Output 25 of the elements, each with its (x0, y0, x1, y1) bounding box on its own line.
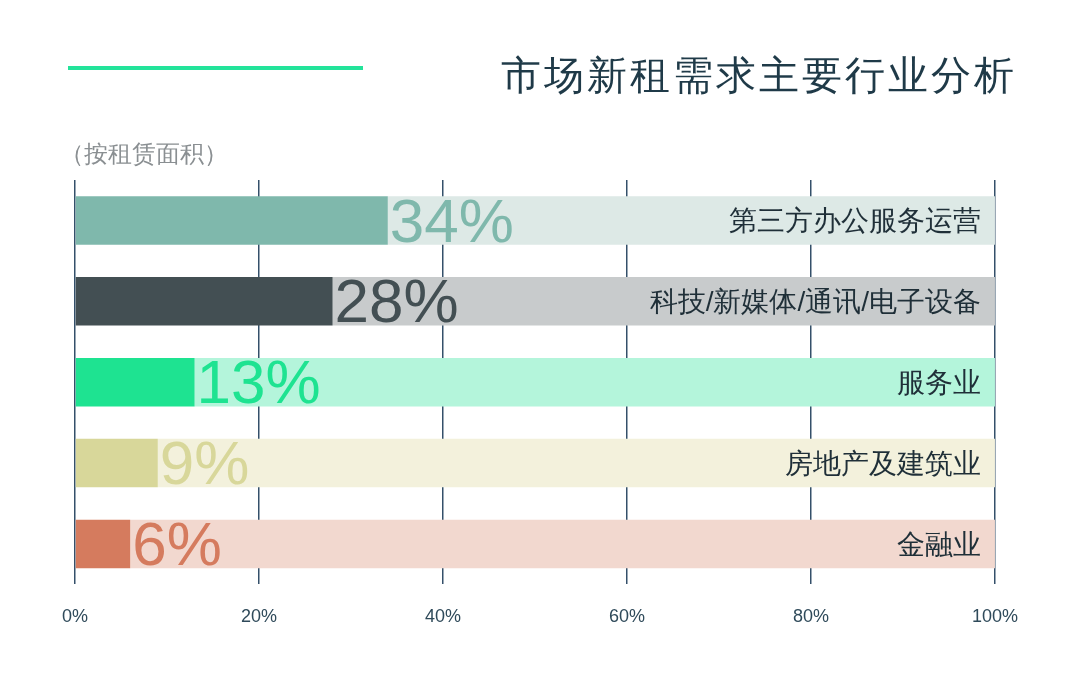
data-label: 13% (196, 347, 321, 417)
y-tick-label: 金融业 (896, 528, 981, 560)
data-label: 28% (334, 266, 459, 336)
x-tick-label: 0% (62, 606, 89, 627)
x-tick-label: 80% (792, 606, 829, 627)
y-tick-label: 科技/新媒体/通讯/电子设备 (649, 286, 981, 318)
y-tick-label: 第三方办公服务运营 (728, 205, 981, 237)
data-label: 34% (389, 185, 514, 255)
bar (75, 196, 388, 245)
x-tick-label: 100% (971, 606, 1018, 627)
bar (194, 357, 995, 407)
x-tick-label: 60% (608, 606, 646, 627)
bar (75, 277, 333, 326)
bar (75, 519, 131, 569)
bar (130, 519, 995, 569)
data-label: 6% (132, 509, 222, 579)
bar (75, 438, 158, 488)
bar (75, 357, 195, 407)
data-label: 9% (159, 428, 250, 498)
y-tick-label: 房地产及建筑业 (784, 447, 981, 479)
y-tick-label: 服务业 (896, 366, 981, 398)
x-tick-label: 40% (424, 606, 462, 627)
x-tick-label: 20% (240, 606, 278, 627)
chart-title: 市场新租需求主要行业分析 (501, 52, 1017, 99)
chart-subtitle: （按租赁面积） (60, 139, 228, 169)
